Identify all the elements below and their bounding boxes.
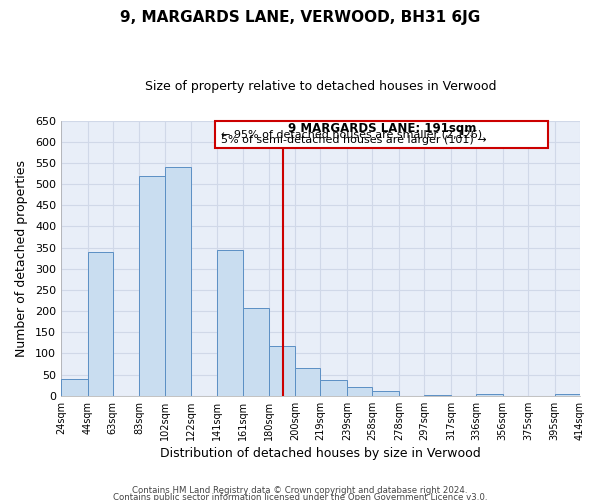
Bar [373, 390, 399, 396]
Title: Size of property relative to detached houses in Verwood: Size of property relative to detached ho… [145, 80, 496, 93]
Y-axis label: Number of detached properties: Number of detached properties [15, 160, 28, 356]
Bar [139, 176, 165, 396]
Text: 9, MARGARDS LANE, VERWOOD, BH31 6JG: 9, MARGARDS LANE, VERWOOD, BH31 6JG [120, 10, 480, 25]
Text: 5% of semi-detached houses are larger (101) →: 5% of semi-detached houses are larger (1… [221, 136, 486, 145]
Bar [165, 167, 191, 396]
Bar [217, 250, 243, 396]
Bar [476, 394, 503, 396]
Text: ← 95% of detached houses are smaller (2,126): ← 95% of detached houses are smaller (2,… [221, 129, 482, 139]
Bar [269, 346, 295, 396]
Text: Contains public sector information licensed under the Open Government Licence v3: Contains public sector information licen… [113, 494, 487, 500]
Bar [61, 379, 88, 396]
FancyBboxPatch shape [215, 120, 548, 148]
Bar [88, 252, 113, 396]
Bar [555, 394, 580, 396]
Bar [424, 394, 451, 396]
Bar [295, 368, 320, 396]
Text: 9 MARGARDS LANE: 191sqm: 9 MARGARDS LANE: 191sqm [287, 122, 476, 135]
Bar [320, 380, 347, 396]
X-axis label: Distribution of detached houses by size in Verwood: Distribution of detached houses by size … [160, 447, 481, 460]
Bar [243, 308, 269, 396]
Bar [347, 388, 373, 396]
Text: Contains HM Land Registry data © Crown copyright and database right 2024.: Contains HM Land Registry data © Crown c… [132, 486, 468, 495]
